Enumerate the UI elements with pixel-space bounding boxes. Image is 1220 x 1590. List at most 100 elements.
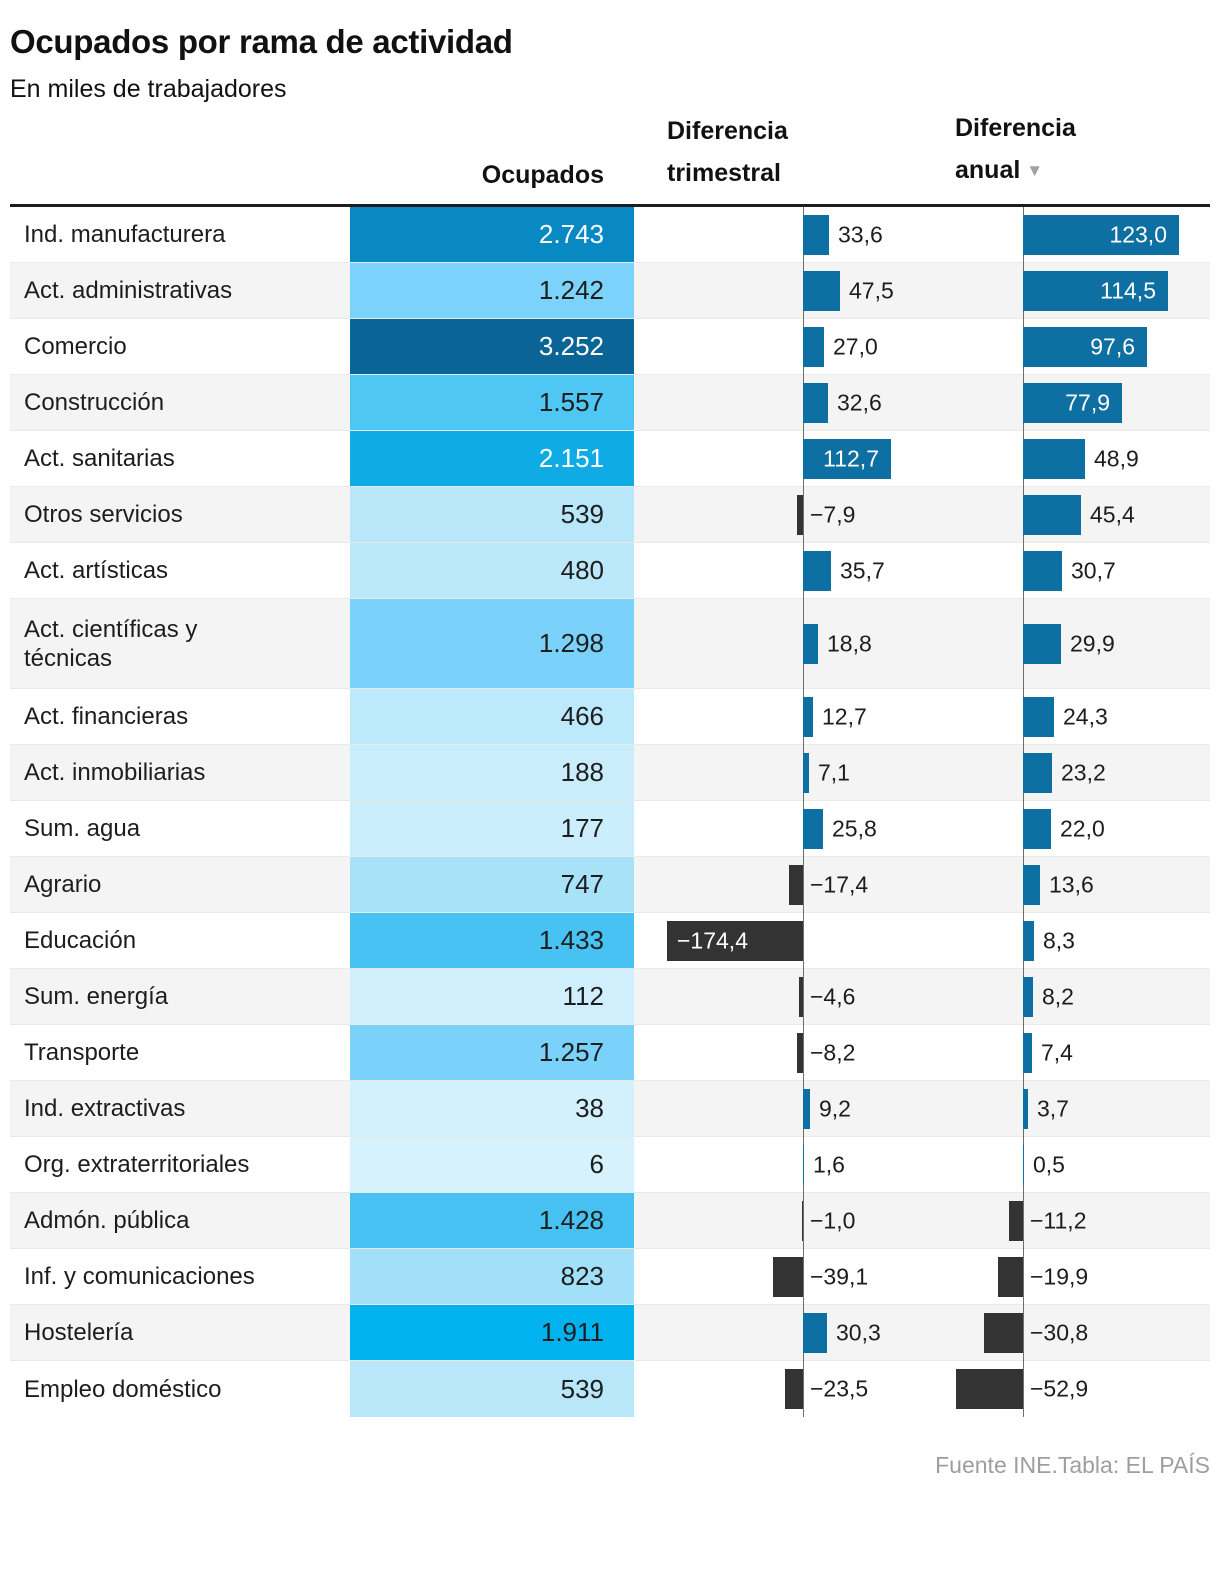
anual-bar: [1023, 326, 1147, 367]
anual-bar: [1023, 1088, 1028, 1129]
anual-bar: [956, 1369, 1023, 1409]
infographic: Ocupados por rama de actividad En miles …: [0, 24, 1220, 1479]
trimestral-value: −17,4: [810, 871, 869, 897]
table-row: Act. inmobiliarias 188 7,1 23,2: [10, 745, 1210, 801]
row-label: Sum. energía: [24, 983, 169, 1010]
anual-value: 3,7: [1037, 1095, 1069, 1121]
ocupados-cell: 823: [350, 1249, 634, 1304]
anual-bar: [1023, 382, 1122, 423]
anual-value: −52,9: [1030, 1375, 1089, 1402]
table-row: Sum. agua 177 25,8 22,0: [10, 801, 1210, 857]
ocupados-cell: 38: [350, 1081, 634, 1136]
trimestral-value: −8,2: [810, 1039, 856, 1065]
anual-bar: [1023, 920, 1034, 961]
anual-value: 77,9: [1065, 389, 1110, 415]
table-body: Ind. manufacturera 2.743 33,6 123,0 Act. adm…: [10, 204, 1210, 1417]
row-label: Inf. y comunicaciones: [24, 1263, 255, 1290]
table-row: Ind. manufacturera 2.743 33,6 123,0: [10, 207, 1210, 263]
trimestral-bar: [803, 808, 823, 849]
row-label: Act. sanitarias: [24, 445, 175, 472]
row-label: Educación: [24, 927, 137, 954]
table-row: Act. científicas y técnicas 1.298 18,8 29,9: [10, 599, 1210, 689]
trimestral-value: −39,1: [810, 1263, 869, 1289]
trimestral-bar: [803, 623, 818, 664]
column-header-trimestral[interactable]: Diferencia trimestral: [667, 117, 788, 187]
table-row: Comercio 3.252 27,0 97,6: [10, 319, 1210, 375]
anual-bar: [1023, 438, 1085, 479]
anual-bar: [1023, 864, 1040, 905]
table-row: Inf. y comunicaciones 823 −39,1 −19,9: [10, 1249, 1210, 1305]
anual-bar: [1023, 696, 1054, 737]
row-label: Org. extraterritoriales: [24, 1151, 250, 1178]
anual-bar: [1023, 808, 1051, 849]
trimestral-bar: [773, 1256, 803, 1297]
trimestral-value: −1,0: [810, 1207, 856, 1233]
anual-bar: [1023, 752, 1052, 793]
trimestral-bar: [797, 1032, 803, 1073]
trimestral-value: 33,6: [838, 221, 883, 247]
row-label: Otros servicios: [24, 501, 183, 528]
chart-subtitle: En miles de trabajadores: [10, 75, 287, 103]
row-label: Act. administrativas: [24, 277, 233, 304]
row-label: Comercio: [24, 333, 127, 360]
row-label: Act. artísticas: [24, 557, 169, 584]
row-label: Empleo doméstico: [24, 1375, 222, 1403]
ocupados-cell: 480: [350, 543, 634, 598]
anual-bar: [1009, 1200, 1023, 1241]
table-row: Act. sanitarias 2.151 112,7 48,9: [10, 431, 1210, 487]
trimestral-value: −7,9: [810, 501, 856, 527]
table-row: Act. artísticas 480 35,7 30,7: [10, 543, 1210, 599]
trimestral-value: 9,2: [819, 1095, 851, 1121]
ocupados-cell: 1.428: [350, 1193, 634, 1248]
table-row: Org. extraterritoriales 6 1,6 0,5: [10, 1137, 1210, 1193]
table-row: Otros servicios 539 −7,9 45,4: [10, 487, 1210, 543]
trimestral-value: −23,5: [810, 1375, 869, 1402]
source-credit: Fuente INE.Tabla: EL PAÍS: [935, 1452, 1210, 1478]
anual-bar: [1023, 494, 1081, 535]
row-label: Ind. extractivas: [24, 1095, 186, 1122]
row-label: Admón. pública: [24, 1207, 190, 1234]
anual-bar: [1023, 623, 1061, 664]
row-label: Sum. agua: [24, 815, 141, 842]
anual-bar: [1023, 976, 1033, 1017]
table-row: Sum. energía 112 −4,6 8,2: [10, 969, 1210, 1025]
row-label: Ind. manufacturera: [24, 221, 226, 248]
anual-value: −11,2: [1030, 1207, 1087, 1233]
trimestral-bar: [803, 382, 828, 423]
ocupados-cell: 6: [350, 1137, 634, 1192]
trimestral-value: 47,5: [849, 277, 894, 303]
trimestral-bar: [803, 326, 824, 367]
column-header-anual[interactable]: Diferencia anual ▼: [955, 107, 1125, 194]
trimestral-bar: [803, 696, 813, 737]
table-row: Act. administrativas 1.242 47,5 114,5: [10, 263, 1210, 319]
ocupados-cell: 539: [350, 1361, 634, 1417]
trimestral-bar: [803, 438, 891, 479]
ocupados-cell: 2.743: [350, 207, 634, 262]
ocupados-cell: 1.257: [350, 1025, 634, 1080]
anual-value: −30,8: [1030, 1319, 1089, 1345]
table-row: Act. financieras 466 12,7 24,3: [10, 689, 1210, 745]
anual-bar: [1023, 1032, 1032, 1073]
trimestral-value: 32,6: [837, 389, 882, 415]
row-label: Act. inmobiliarias: [24, 759, 206, 786]
anual-value: 8,3: [1043, 927, 1075, 953]
chart-title: Ocupados por rama de actividad: [10, 23, 513, 60]
trimestral-value: 25,8: [832, 815, 877, 841]
anual-value: 45,4: [1090, 501, 1135, 527]
trimestral-value: 7,1: [818, 759, 850, 785]
ocupados-cell: 3.252: [350, 319, 634, 374]
ocupados-cell: 112: [350, 969, 634, 1024]
sort-descending-icon[interactable]: ▼: [1026, 161, 1044, 180]
trimestral-value: 27,0: [833, 333, 878, 359]
table-row: Admón. pública 1.428 −1,0 −11,2: [10, 1193, 1210, 1249]
anual-value: 29,9: [1070, 630, 1115, 656]
anual-bar: [1023, 550, 1062, 591]
anual-value: 97,6: [1090, 333, 1135, 359]
ocupados-cell: 539: [350, 487, 634, 542]
anual-value: 30,7: [1071, 557, 1116, 583]
trimestral-bar: [797, 494, 803, 535]
table-row: Educación 1.433 −174,4 8,3: [10, 913, 1210, 969]
anual-value: 8,2: [1042, 983, 1074, 1009]
column-header-ocupados[interactable]: Ocupados: [481, 161, 604, 189]
column-header-anual-label: Diferencia anual: [955, 114, 1076, 184]
